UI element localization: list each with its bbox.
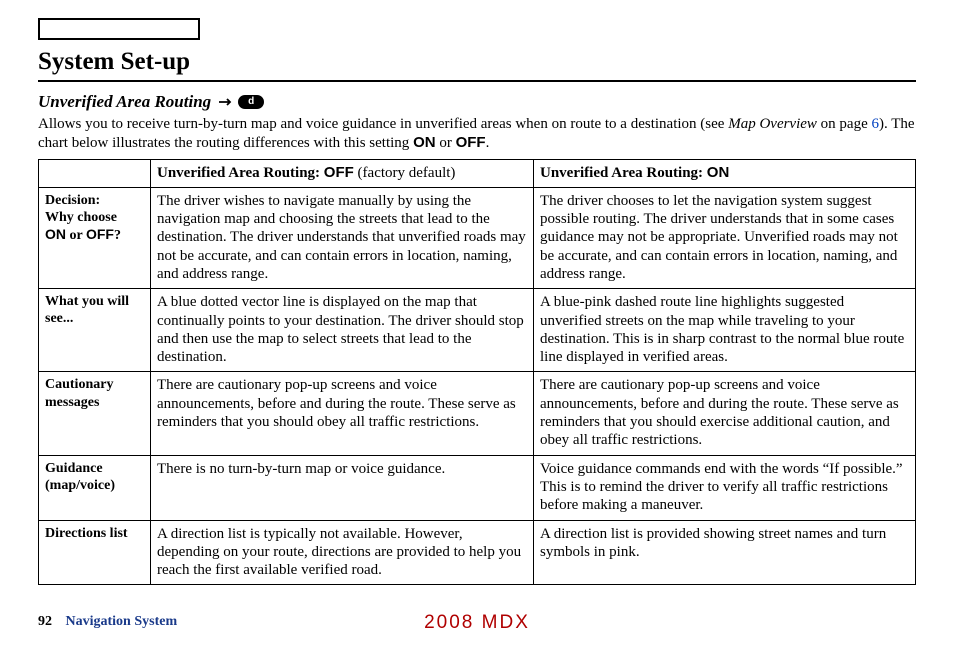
- header-off-pre: Unverified Area Routing:: [157, 165, 324, 181]
- table-row: Decision: Why choose ON or OFF? The driv…: [39, 187, 916, 288]
- voice-command-icon: d: [219, 95, 264, 109]
- cell-off: A blue dotted vector line is displayed o…: [151, 289, 534, 372]
- header-off-bold: OFF: [324, 164, 354, 181]
- cell-off: The driver wishes to navigate manually b…: [151, 187, 534, 288]
- table-row: Directions list A direction list is typi…: [39, 520, 916, 585]
- table-row: Guidance (map/voice) There is no turn-by…: [39, 455, 916, 520]
- voice-pill-text: d: [248, 97, 254, 107]
- row-label-decision: Decision: Why choose ON or OFF?: [39, 187, 151, 288]
- cell-off: There are cautionary pop-up screens and …: [151, 372, 534, 455]
- table-row: Cautionary messages There are cautionary…: [39, 372, 916, 455]
- header-on: Unverified Area Routing: ON: [534, 159, 916, 187]
- intro-or: or: [436, 135, 456, 151]
- manual-page: System Set-up Unverified Area Routing d …: [0, 0, 954, 652]
- section-heading-row: Unverified Area Routing d: [38, 92, 916, 112]
- row-label-directions: Directions list: [39, 520, 151, 585]
- section-heading: Unverified Area Routing: [38, 92, 211, 112]
- table-header-row: Unverified Area Routing: OFF (factory de…: [39, 159, 916, 187]
- header-off-post: (factory default): [354, 165, 456, 181]
- header-blank: [39, 159, 151, 187]
- intro-ital: Map Overview: [728, 116, 817, 132]
- intro-off: OFF: [456, 134, 486, 151]
- cell-on: A direction list is provided showing str…: [534, 520, 916, 585]
- header-on-pre: Unverified Area Routing:: [540, 165, 707, 181]
- cell-off: There is no turn-by-turn map or voice gu…: [151, 455, 534, 520]
- arrow-icon: [219, 97, 235, 107]
- row-label-cautionary: Cautionary messages: [39, 372, 151, 455]
- voice-pill-icon: d: [238, 95, 264, 109]
- header-on-bold: ON: [707, 164, 730, 181]
- page-link[interactable]: 6: [872, 116, 880, 132]
- intro-on: ON: [413, 134, 436, 151]
- model-year: 2008 MDX: [0, 612, 954, 634]
- row-label-see: What you will see...: [39, 289, 151, 372]
- cell-on: The driver chooses to let the navigation…: [534, 187, 916, 288]
- cell-on: A blue-pink dashed route line highlights…: [534, 289, 916, 372]
- intro-end: .: [486, 135, 490, 151]
- header-box: [38, 18, 200, 40]
- row-label-guidance: Guidance (map/voice): [39, 455, 151, 520]
- page-title: System Set-up: [38, 48, 916, 76]
- intro-text-1: Allows you to receive turn-by-turn map a…: [38, 116, 728, 132]
- cell-on: Voice guidance commands end with the wor…: [534, 455, 916, 520]
- intro-paragraph: Allows you to receive turn-by-turn map a…: [38, 115, 916, 153]
- title-rule: [38, 80, 916, 82]
- header-off: Unverified Area Routing: OFF (factory de…: [151, 159, 534, 187]
- cell-on: There are cautionary pop-up screens and …: [534, 372, 916, 455]
- cell-off: A direction list is typically not availa…: [151, 520, 534, 585]
- routing-table: Unverified Area Routing: OFF (factory de…: [38, 159, 916, 586]
- intro-text-2: on page: [817, 116, 872, 132]
- table-row: What you will see... A blue dotted vecto…: [39, 289, 916, 372]
